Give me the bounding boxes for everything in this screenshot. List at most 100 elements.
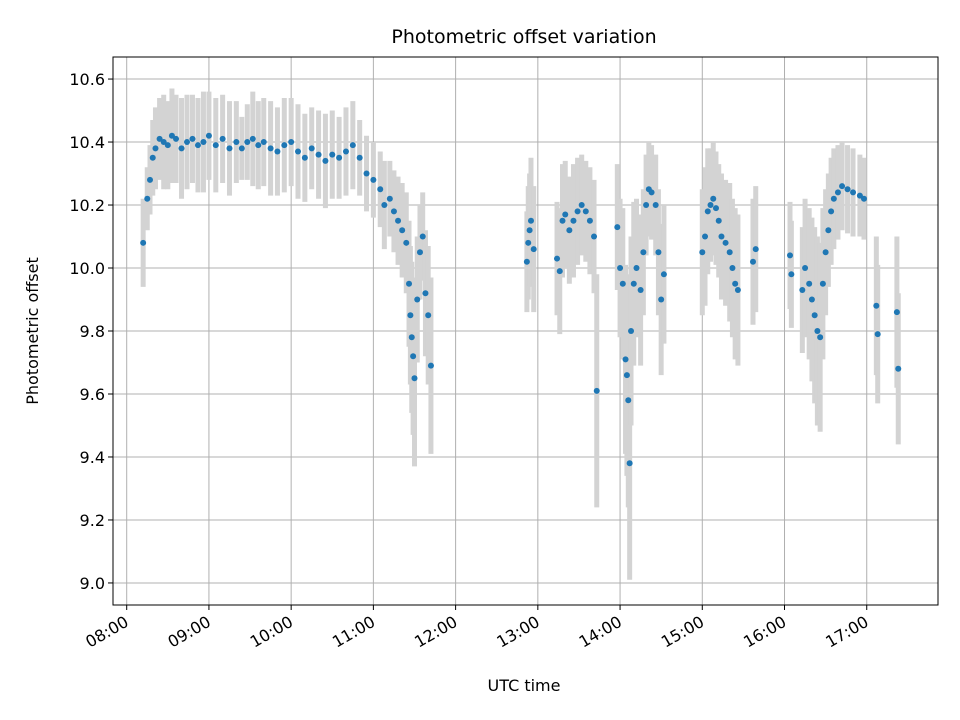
y-tick-label: 9.8: [80, 322, 105, 341]
data-point: [386, 195, 393, 202]
data-point: [178, 145, 185, 152]
data-point: [825, 227, 832, 234]
data-point: [718, 233, 725, 240]
data-point: [640, 249, 647, 256]
data-point: [425, 312, 432, 319]
data-point: [710, 195, 717, 202]
data-point: [526, 227, 533, 234]
data-point: [726, 249, 733, 256]
data-point: [715, 217, 722, 224]
data-point: [834, 189, 841, 196]
data-point: [856, 192, 863, 199]
y-tick-label: 9.4: [80, 448, 105, 467]
data-point: [390, 208, 397, 215]
data-point: [619, 280, 626, 287]
data-point: [625, 397, 632, 404]
data-point: [817, 334, 824, 341]
data-point: [874, 331, 881, 338]
data-point: [591, 233, 598, 240]
data-point: [377, 186, 384, 193]
data-point: [144, 195, 151, 202]
data-point: [288, 139, 295, 146]
data-point: [226, 145, 233, 152]
data-point: [828, 208, 835, 215]
y-tick-label: 9.0: [80, 574, 105, 593]
data-point: [628, 328, 635, 334]
data-point: [586, 217, 593, 224]
data-point: [255, 142, 262, 149]
data-point: [562, 211, 569, 218]
data-point: [554, 255, 561, 262]
data-point: [873, 302, 880, 309]
data-point: [806, 280, 813, 287]
data-point: [411, 375, 418, 382]
data-point: [160, 139, 167, 146]
data-point: [556, 268, 563, 275]
data-point: [329, 151, 336, 158]
data-point: [582, 208, 589, 215]
data-point: [860, 195, 867, 202]
data-point: [830, 195, 837, 202]
data-point: [570, 217, 577, 224]
data-point: [407, 312, 414, 319]
data-point: [212, 142, 219, 149]
data-point: [839, 183, 846, 190]
data-point: [308, 145, 315, 152]
data-point: [238, 145, 245, 152]
data-point: [149, 154, 156, 161]
data-point: [523, 258, 530, 265]
data-point: [427, 362, 434, 369]
data-point: [194, 142, 201, 149]
data-point: [819, 280, 826, 287]
data-point: [356, 154, 363, 161]
data-point: [205, 132, 212, 139]
data-point: [660, 271, 667, 278]
data-point: [249, 135, 256, 142]
data-point: [702, 233, 709, 240]
y-tick-label: 10.6: [69, 70, 105, 89]
data-point: [168, 132, 175, 139]
data-point: [408, 334, 415, 341]
data-point: [658, 296, 665, 303]
data-point: [786, 252, 793, 259]
y-tick-label: 9.6: [80, 385, 105, 404]
data-point: [626, 460, 633, 467]
data-point: [295, 148, 302, 155]
data-point: [184, 139, 191, 146]
data-point: [363, 170, 370, 177]
data-point: [381, 202, 388, 209]
data-point: [140, 239, 147, 246]
chart-title: Photometric offset variation: [391, 26, 656, 48]
data-point: [200, 139, 207, 146]
y-tick-label: 10.0: [69, 259, 105, 278]
data-point: [349, 142, 356, 149]
data-point: [173, 135, 180, 142]
data-point: [559, 217, 566, 224]
data-point: [414, 296, 421, 303]
data-point: [260, 139, 267, 146]
data-point: [164, 142, 171, 149]
data-point: [416, 249, 423, 256]
y-tick-label: 9.2: [80, 511, 105, 530]
data-point: [614, 224, 621, 231]
data-point: [336, 154, 343, 161]
data-point: [712, 205, 719, 212]
data-point: [788, 271, 795, 278]
data-point: [147, 176, 154, 183]
data-point: [156, 135, 163, 142]
data-point: [244, 139, 251, 146]
data-point: [734, 287, 741, 294]
data-point: [274, 148, 281, 155]
data-point: [219, 135, 226, 142]
data-point: [406, 280, 413, 287]
data-point: [633, 265, 640, 272]
data-point: [814, 328, 821, 334]
data-point: [752, 246, 759, 253]
data-point: [637, 287, 644, 294]
data-point: [403, 239, 410, 246]
data-point: [749, 258, 756, 265]
data-point: [322, 157, 329, 164]
data-point: [422, 290, 429, 297]
data-point: [315, 151, 322, 158]
